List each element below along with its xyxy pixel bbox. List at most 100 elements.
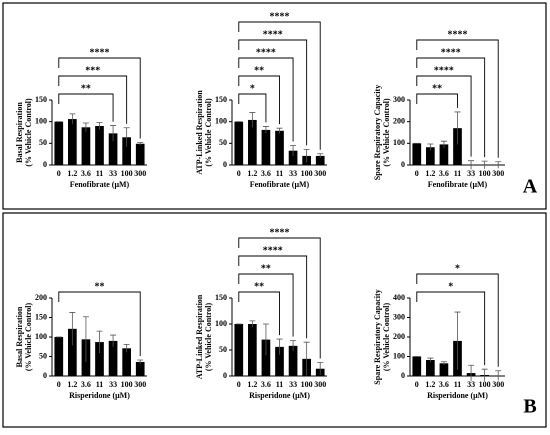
bar — [54, 122, 63, 165]
bar — [262, 130, 271, 165]
x-tick-label: 100 — [479, 380, 491, 389]
x-tick-label: 300 — [492, 169, 504, 178]
y-tick-label: 300 — [393, 312, 405, 321]
x-tick-label: 0 — [57, 380, 61, 389]
y-axis-label: Spare Respiratory Capacity — [373, 85, 382, 180]
x-tick-label: 3.6 — [81, 380, 91, 389]
x-tick-label: 33 — [109, 380, 117, 389]
x-tick-label: 300 — [134, 380, 146, 389]
panel-label: A — [523, 176, 538, 198]
significance-label: **** — [263, 29, 283, 40]
significance-label: * — [455, 263, 460, 274]
x-tick-label: 11 — [454, 380, 462, 389]
x-tick-label: 33 — [289, 380, 297, 389]
x-tick-label: 11 — [96, 169, 104, 178]
x-tick-label: 100 — [479, 169, 491, 178]
x-tick-label: 0 — [415, 169, 419, 178]
y-axis-label: (% Vehicle Control) — [204, 303, 213, 372]
x-tick-label: 33 — [467, 380, 475, 389]
x-tick-label: 33 — [109, 169, 117, 178]
bar — [234, 122, 243, 165]
x-tick-label: 100 — [301, 380, 313, 389]
significance-label: **** — [441, 47, 461, 58]
y-axis-label: (% Vehicle Control) — [382, 98, 391, 167]
significance-label: ** — [261, 263, 271, 274]
bar — [95, 126, 104, 165]
y-tick-label: 100 — [215, 116, 227, 125]
x-tick-label: 1.2 — [425, 169, 435, 178]
y-tick-label: 200 — [393, 116, 405, 125]
y-tick-label: 0 — [401, 371, 405, 380]
x-tick-label: 300 — [314, 380, 326, 389]
y-tick-label: 150 — [215, 293, 227, 302]
bar — [440, 363, 449, 376]
significance-label: ** — [432, 83, 442, 94]
x-tick-label: 3.6 — [261, 169, 271, 178]
x-tick-label: 11 — [276, 380, 284, 389]
bar — [54, 337, 63, 376]
y-tick-label: 50 — [219, 138, 227, 147]
significance-bracket — [239, 76, 280, 124]
x-tick-label: 3.6 — [439, 380, 449, 389]
x-tick-label: 0 — [237, 380, 241, 389]
x-axis-label: Fenofibrate (μM) — [428, 180, 488, 189]
significance-bracket — [417, 292, 485, 365]
y-axis-label: (% Vehicle Control) — [382, 303, 391, 372]
y-tick-label: 100 — [35, 332, 47, 341]
y-tick-label: 200 — [35, 293, 47, 302]
x-tick-label: 3.6 — [439, 169, 449, 178]
y-axis-label: Basal Respiration — [15, 102, 24, 163]
y-tick-label: 150 — [35, 312, 47, 321]
x-tick-label: 11 — [96, 380, 104, 389]
x-tick-label: 33 — [467, 169, 475, 178]
y-tick-label: 0 — [223, 160, 227, 169]
x-tick-label: 100 — [121, 169, 133, 178]
bar — [82, 127, 91, 165]
x-tick-label: 11 — [276, 169, 284, 178]
y-tick-label: 150 — [35, 95, 47, 104]
bar — [234, 324, 243, 376]
y-tick-label: 100 — [35, 116, 47, 125]
y-axis-label: (% Vehicle Control) — [24, 98, 33, 167]
x-axis-label: Fenofibrate (μM) — [250, 180, 310, 189]
x-axis-label: Fenofibrate (μM) — [70, 180, 130, 189]
x-tick-label: 1.2 — [67, 169, 77, 178]
significance-label: ** — [254, 281, 264, 292]
x-tick-label: 3.6 — [81, 169, 91, 178]
y-axis-label: Spare Respiratory Capacity — [373, 289, 382, 384]
y-tick-label: 100 — [215, 319, 227, 328]
y-tick-label: 0 — [43, 371, 47, 380]
x-tick-label: 1.2 — [247, 380, 257, 389]
x-tick-label: 0 — [415, 380, 419, 389]
significance-label: * — [250, 83, 255, 94]
significance-label: **** — [448, 29, 468, 40]
bar — [412, 357, 421, 377]
significance-label: **** — [90, 47, 110, 58]
significance-label: *** — [85, 65, 100, 76]
bar — [412, 143, 421, 165]
significance-label: ** — [81, 83, 91, 94]
x-tick-label: 1.2 — [247, 169, 257, 178]
y-axis-label: Basal Respiration — [15, 306, 24, 367]
x-axis-label: Risperidone (μM) — [249, 391, 310, 400]
bar — [122, 348, 131, 376]
y-tick-label: 100 — [393, 351, 405, 360]
y-tick-label: 0 — [401, 160, 405, 169]
significance-label: **** — [434, 65, 454, 76]
y-tick-label: 50 — [39, 138, 47, 147]
y-tick-label: 0 — [43, 160, 47, 169]
significance-bracket — [59, 76, 127, 124]
x-axis-label: Risperidone (μM) — [69, 391, 130, 400]
significance-label: **** — [270, 227, 290, 238]
x-tick-label: 1.2 — [67, 380, 77, 389]
y-tick-label: 0 — [223, 371, 227, 380]
significance-label: ** — [95, 281, 105, 292]
bar — [136, 144, 145, 165]
significance-label: * — [448, 281, 453, 292]
panel-label: B — [523, 396, 536, 418]
significance-label: **** — [270, 11, 290, 22]
significance-bracket — [417, 94, 458, 108]
bar — [248, 324, 257, 376]
y-tick-label: 150 — [215, 95, 227, 104]
y-tick-label: 100 — [393, 138, 405, 147]
